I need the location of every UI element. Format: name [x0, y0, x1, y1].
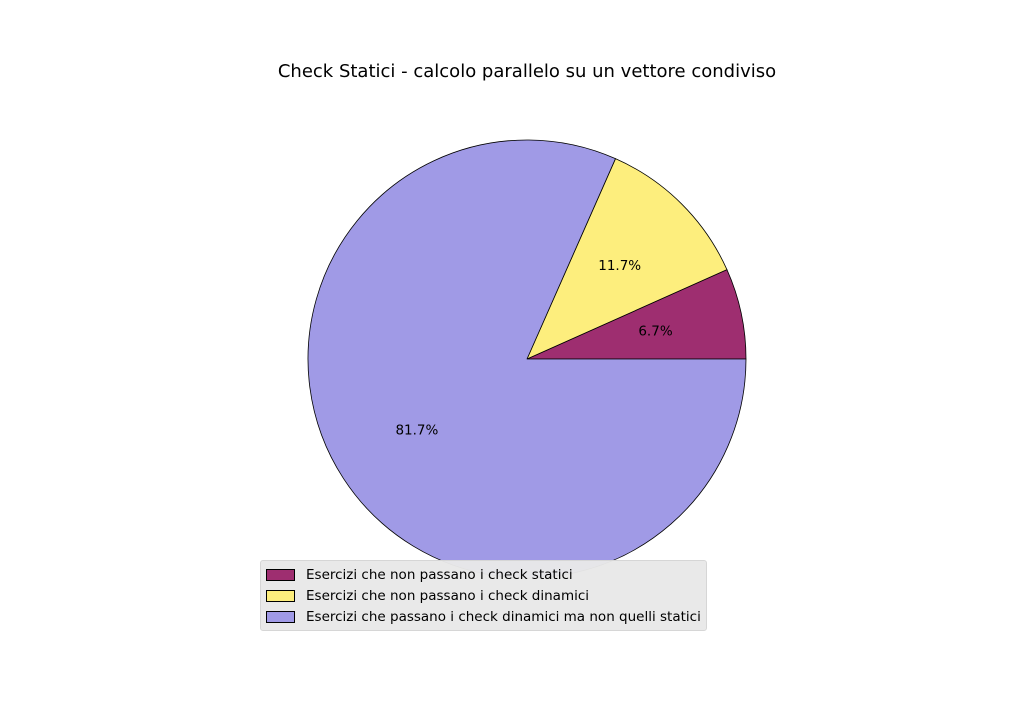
pie-slice-esercizi-che-non-passano-i-check-dinamici — [526, 158, 728, 360]
legend-swatch — [266, 568, 295, 581]
legend-label: Esercizi che passano i check dinamici ma… — [306, 608, 701, 625]
legend-label: Esercizi che non passano i check dinamic… — [306, 587, 590, 604]
legend-swatch — [266, 589, 295, 602]
legend-item-not-passing-static: Esercizi che non passano i check statici — [266, 564, 701, 585]
pie-value-labels: 6.7% 11.7% 81.7% — [395, 258, 672, 439]
legend-item-dynamic-not-static: Esercizi che passano i check dinamici ma… — [266, 606, 701, 627]
legend-label: Esercizi che non passano i check statici — [306, 566, 573, 583]
legend-swatch — [266, 610, 295, 623]
chart-title: Check Statici - calcolo parallelo su un … — [278, 61, 776, 82]
pie-value-label: 81.7% — [395, 423, 438, 439]
pie-slices — [307, 139, 747, 579]
chart-legend: Esercizi che non passano i check statici… — [260, 560, 707, 631]
legend-item-not-passing-dynamic: Esercizi che non passano i check dinamic… — [266, 585, 701, 606]
pie-slice-esercizi-che-passano-i-check-dinamici-ma-non-quelli-statici — [307, 139, 747, 579]
pie-value-label: 6.7% — [638, 324, 672, 340]
pie-value-label: 11.7% — [598, 258, 641, 274]
